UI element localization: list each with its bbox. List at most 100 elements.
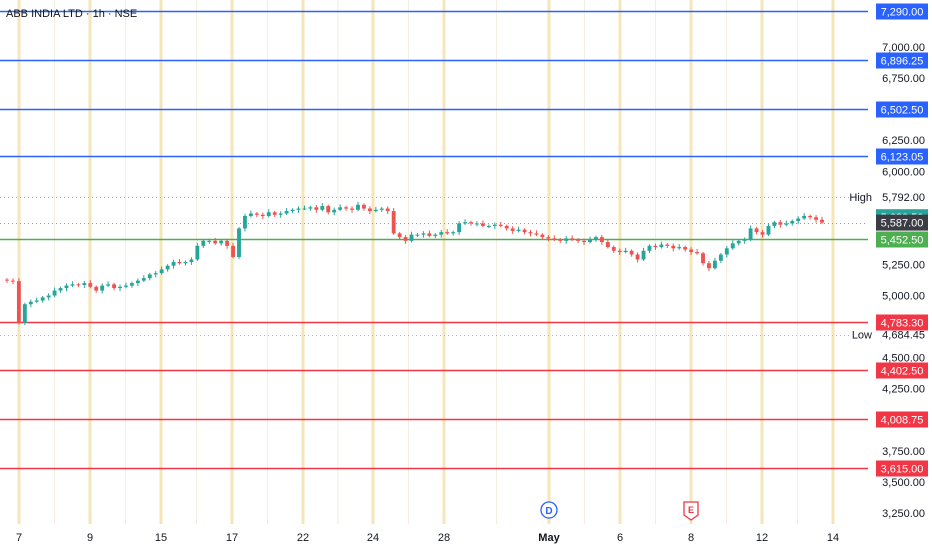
candle-body	[76, 284, 81, 286]
candle-body	[260, 214, 265, 217]
candle-body	[480, 223, 485, 226]
candle-body	[486, 225, 491, 227]
candle-body	[421, 233, 426, 235]
candle-body	[243, 216, 247, 229]
candle-body	[718, 254, 723, 261]
candle-body	[201, 240, 206, 246]
level-price-badge	[876, 101, 928, 118]
time-tick-label: 7	[16, 532, 22, 544]
candle-body	[653, 245, 658, 248]
candle-body	[22, 304, 27, 323]
candle-body	[314, 207, 319, 210]
candle-body	[635, 254, 640, 260]
candle-body	[570, 238, 575, 240]
candle-body	[290, 209, 295, 212]
candle-body	[784, 223, 789, 225]
level-price-label: 7,290.00	[881, 7, 924, 19]
candle-body	[546, 237, 551, 239]
candle-body	[540, 234, 545, 238]
time-tick-label: 24	[367, 532, 379, 544]
candle-body	[177, 261, 182, 264]
candle-body	[457, 223, 462, 233]
candle-body	[100, 285, 105, 291]
candle-body	[338, 207, 343, 210]
symbol-title[interactable]: ABB INDIA LTD · 1h · NSE	[6, 8, 138, 20]
candle-body	[52, 290, 57, 296]
candle-body	[225, 240, 230, 246]
time-tick-label: 14	[827, 532, 839, 544]
candle-body	[302, 208, 307, 210]
candle-body	[492, 224, 497, 226]
level-price-label: 5,452.50	[881, 235, 924, 247]
candle-body	[558, 239, 563, 241]
level-price-badge	[876, 411, 928, 428]
time-tick-label: 17	[226, 532, 238, 544]
candle-body	[445, 232, 450, 234]
price-tick-label: 6,250.00	[882, 135, 925, 147]
candle-body	[254, 213, 259, 215]
candle-body	[266, 212, 271, 217]
candle-body	[362, 204, 366, 209]
level-price-badge	[876, 3, 928, 20]
price-tick-label: 4,250.00	[882, 384, 925, 396]
candle-body	[391, 211, 396, 234]
candle-body	[284, 211, 289, 214]
candle-body	[5, 279, 9, 281]
candle-body	[147, 274, 152, 279]
candle-body	[748, 228, 753, 240]
price-tick-label: 3,500.00	[882, 477, 925, 489]
candle-body	[28, 301, 33, 305]
candle-body	[760, 232, 765, 235]
low-marker-label: Low	[852, 330, 872, 342]
time-tick-label: 22	[297, 532, 309, 544]
level-price-label: 4,402.50	[881, 366, 924, 378]
price-axis[interactable]: 7,000.00 6,750.00 6,250.00 6,000.00 5,250.00…	[882, 42, 925, 520]
candle-body	[582, 240, 586, 243]
dividend-badge-label: D	[545, 506, 552, 517]
candle-body	[409, 234, 414, 241]
candle-body	[379, 208, 384, 210]
time-tick-label: 28	[438, 532, 450, 544]
candle-body	[58, 288, 63, 291]
candle-body	[808, 216, 813, 218]
price-tick-label: 3,750.00	[882, 446, 925, 458]
candle-body	[611, 247, 616, 251]
level-price-badge	[876, 362, 928, 379]
candle-body	[373, 209, 378, 212]
candle-body	[118, 286, 122, 289]
candle-body	[231, 245, 235, 258]
candle-body	[165, 265, 170, 270]
candle-body	[689, 249, 694, 253]
candle-body	[34, 300, 39, 302]
candle-body	[820, 219, 824, 223]
candle-body	[88, 283, 93, 287]
candle-body	[552, 238, 557, 240]
level-price-badge	[876, 314, 928, 331]
level-price-badge	[876, 148, 928, 165]
candle-body	[135, 280, 140, 284]
time-axis[interactable]: 7 9 15 17 22 24 28 May 6 8 12 14	[16, 532, 839, 544]
level-price-badge	[876, 52, 928, 69]
candle-body	[344, 207, 349, 209]
candle-body	[332, 209, 337, 213]
vertical-grid	[17, 0, 835, 524]
candle-body	[629, 250, 634, 255]
candle-body	[308, 207, 313, 209]
candle-body	[112, 284, 117, 289]
candle-body	[320, 206, 325, 210]
candle-body	[528, 232, 533, 234]
candle-body	[683, 247, 688, 250]
time-tick-label: 15	[155, 532, 167, 544]
candle-body	[433, 234, 438, 236]
candle-body	[772, 222, 777, 226]
candle-body	[659, 244, 664, 248]
candle-body	[766, 225, 771, 235]
candle-body	[70, 284, 75, 286]
level-price-badge	[876, 460, 928, 477]
candle-body	[802, 216, 807, 219]
high-marker-value: 5,792.00	[882, 192, 925, 204]
candle-body	[677, 247, 682, 249]
